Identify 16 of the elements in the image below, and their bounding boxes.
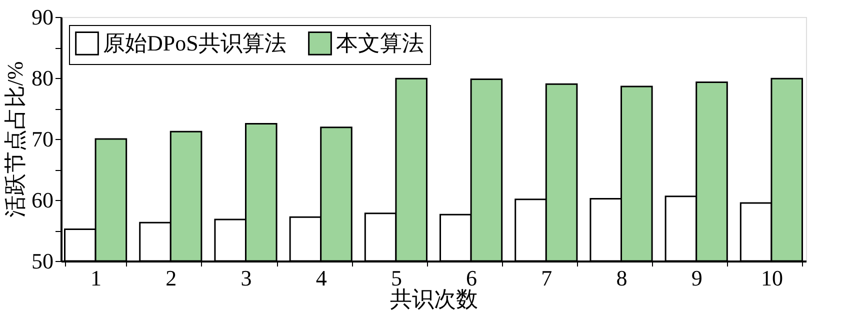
x-tick-label: 8 (616, 266, 628, 290)
x-tick-label: 9 (691, 266, 702, 290)
x-tick-label: 1 (90, 266, 102, 290)
y-axis-title: 活跃节点占比/% (2, 61, 28, 218)
x-tick-label: 3 (240, 266, 252, 290)
x-tick-label: 10 (760, 266, 783, 290)
x-tick-label: 2 (166, 266, 177, 290)
x-tick-label: 7 (541, 266, 552, 290)
legend-label: 本文算法 (336, 30, 424, 56)
y-tick-label: 50 (32, 248, 54, 274)
y-tick-label: 60 (32, 188, 54, 212)
y-tick-label: 90 (32, 4, 54, 30)
legend-label: 原始DPoS共识算法 (103, 30, 286, 56)
x-tick-label: 4 (316, 266, 327, 290)
y-tick-label: 70 (32, 126, 54, 152)
y-tick-label: 80 (32, 66, 54, 90)
